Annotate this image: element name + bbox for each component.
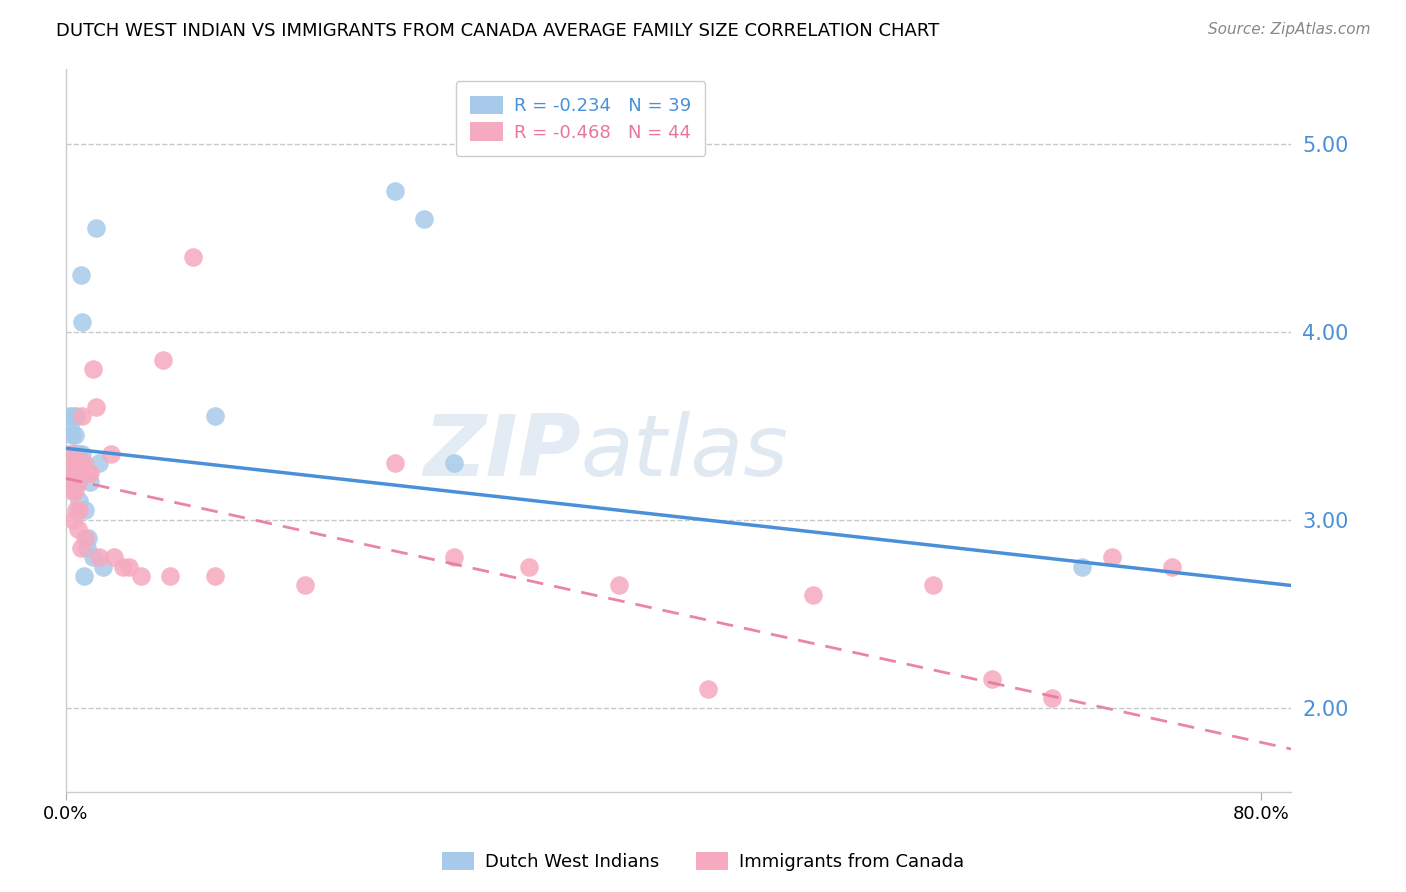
Point	[67, 456, 90, 470]
Point	[87, 456, 110, 470]
Point	[413, 211, 436, 226]
Point	[69, 456, 91, 470]
Point	[294, 578, 316, 592]
Point	[84, 221, 107, 235]
Point	[82, 550, 104, 565]
Point	[67, 503, 90, 517]
Point	[443, 456, 465, 470]
Point	[69, 268, 91, 283]
Point	[117, 559, 139, 574]
Point	[63, 447, 86, 461]
Point	[66, 475, 89, 489]
Point	[62, 475, 84, 489]
Legend: Dutch West Indians, Immigrants from Canada: Dutch West Indians, Immigrants from Cana…	[434, 845, 972, 879]
Point	[103, 550, 125, 565]
Point	[67, 447, 90, 461]
Point	[84, 400, 107, 414]
Point	[65, 503, 87, 517]
Point	[60, 428, 83, 442]
Text: ZIP: ZIP	[423, 410, 581, 493]
Point	[1160, 559, 1182, 574]
Point	[60, 484, 83, 499]
Point	[75, 503, 97, 517]
Point	[58, 409, 80, 424]
Point	[384, 184, 406, 198]
Point	[65, 409, 87, 424]
Point	[100, 447, 122, 461]
Point	[59, 475, 82, 489]
Point	[204, 569, 226, 583]
Point	[69, 541, 91, 555]
Point	[1101, 550, 1123, 565]
Point	[77, 532, 100, 546]
Point	[70, 447, 93, 461]
Point	[981, 673, 1004, 687]
Point	[59, 418, 82, 433]
Point	[1071, 559, 1094, 574]
Point	[159, 569, 181, 583]
Point	[65, 456, 87, 470]
Point	[63, 428, 86, 442]
Point	[63, 484, 86, 499]
Point	[63, 466, 86, 480]
Point	[1040, 691, 1063, 706]
Text: Source: ZipAtlas.com: Source: ZipAtlas.com	[1208, 22, 1371, 37]
Point	[801, 588, 824, 602]
Point	[67, 494, 90, 508]
Point	[91, 559, 114, 574]
Point	[384, 456, 406, 470]
Point	[517, 559, 540, 574]
Point	[60, 447, 83, 461]
Point	[58, 456, 80, 470]
Point	[181, 250, 204, 264]
Point	[60, 466, 83, 480]
Text: DUTCH WEST INDIAN VS IMMIGRANTS FROM CANADA AVERAGE FAMILY SIZE CORRELATION CHAR: DUTCH WEST INDIAN VS IMMIGRANTS FROM CAN…	[56, 22, 939, 40]
Point	[77, 466, 100, 480]
Point	[70, 315, 93, 329]
Point	[607, 578, 630, 592]
Point	[82, 362, 104, 376]
Point	[79, 466, 101, 480]
Point	[152, 352, 174, 367]
Point	[697, 681, 720, 696]
Point	[921, 578, 943, 592]
Point	[66, 522, 89, 536]
Point	[62, 466, 84, 480]
Point	[111, 559, 134, 574]
Point	[62, 409, 84, 424]
Point	[65, 475, 87, 489]
Point	[76, 541, 98, 555]
Point	[66, 475, 89, 489]
Point	[66, 447, 89, 461]
Point	[204, 409, 226, 424]
Point	[73, 456, 96, 470]
Point	[70, 409, 93, 424]
Point	[59, 456, 82, 470]
Point	[443, 550, 465, 565]
Legend: R = -0.234   N = 39, R = -0.468   N = 44: R = -0.234 N = 39, R = -0.468 N = 44	[456, 81, 706, 156]
Point	[129, 569, 152, 583]
Point	[62, 513, 84, 527]
Text: atlas: atlas	[581, 410, 789, 493]
Point	[87, 550, 110, 565]
Point	[62, 447, 84, 461]
Point	[58, 447, 80, 461]
Point	[65, 447, 87, 461]
Point	[69, 456, 91, 470]
Point	[79, 475, 101, 489]
Point	[73, 569, 96, 583]
Point	[75, 532, 97, 546]
